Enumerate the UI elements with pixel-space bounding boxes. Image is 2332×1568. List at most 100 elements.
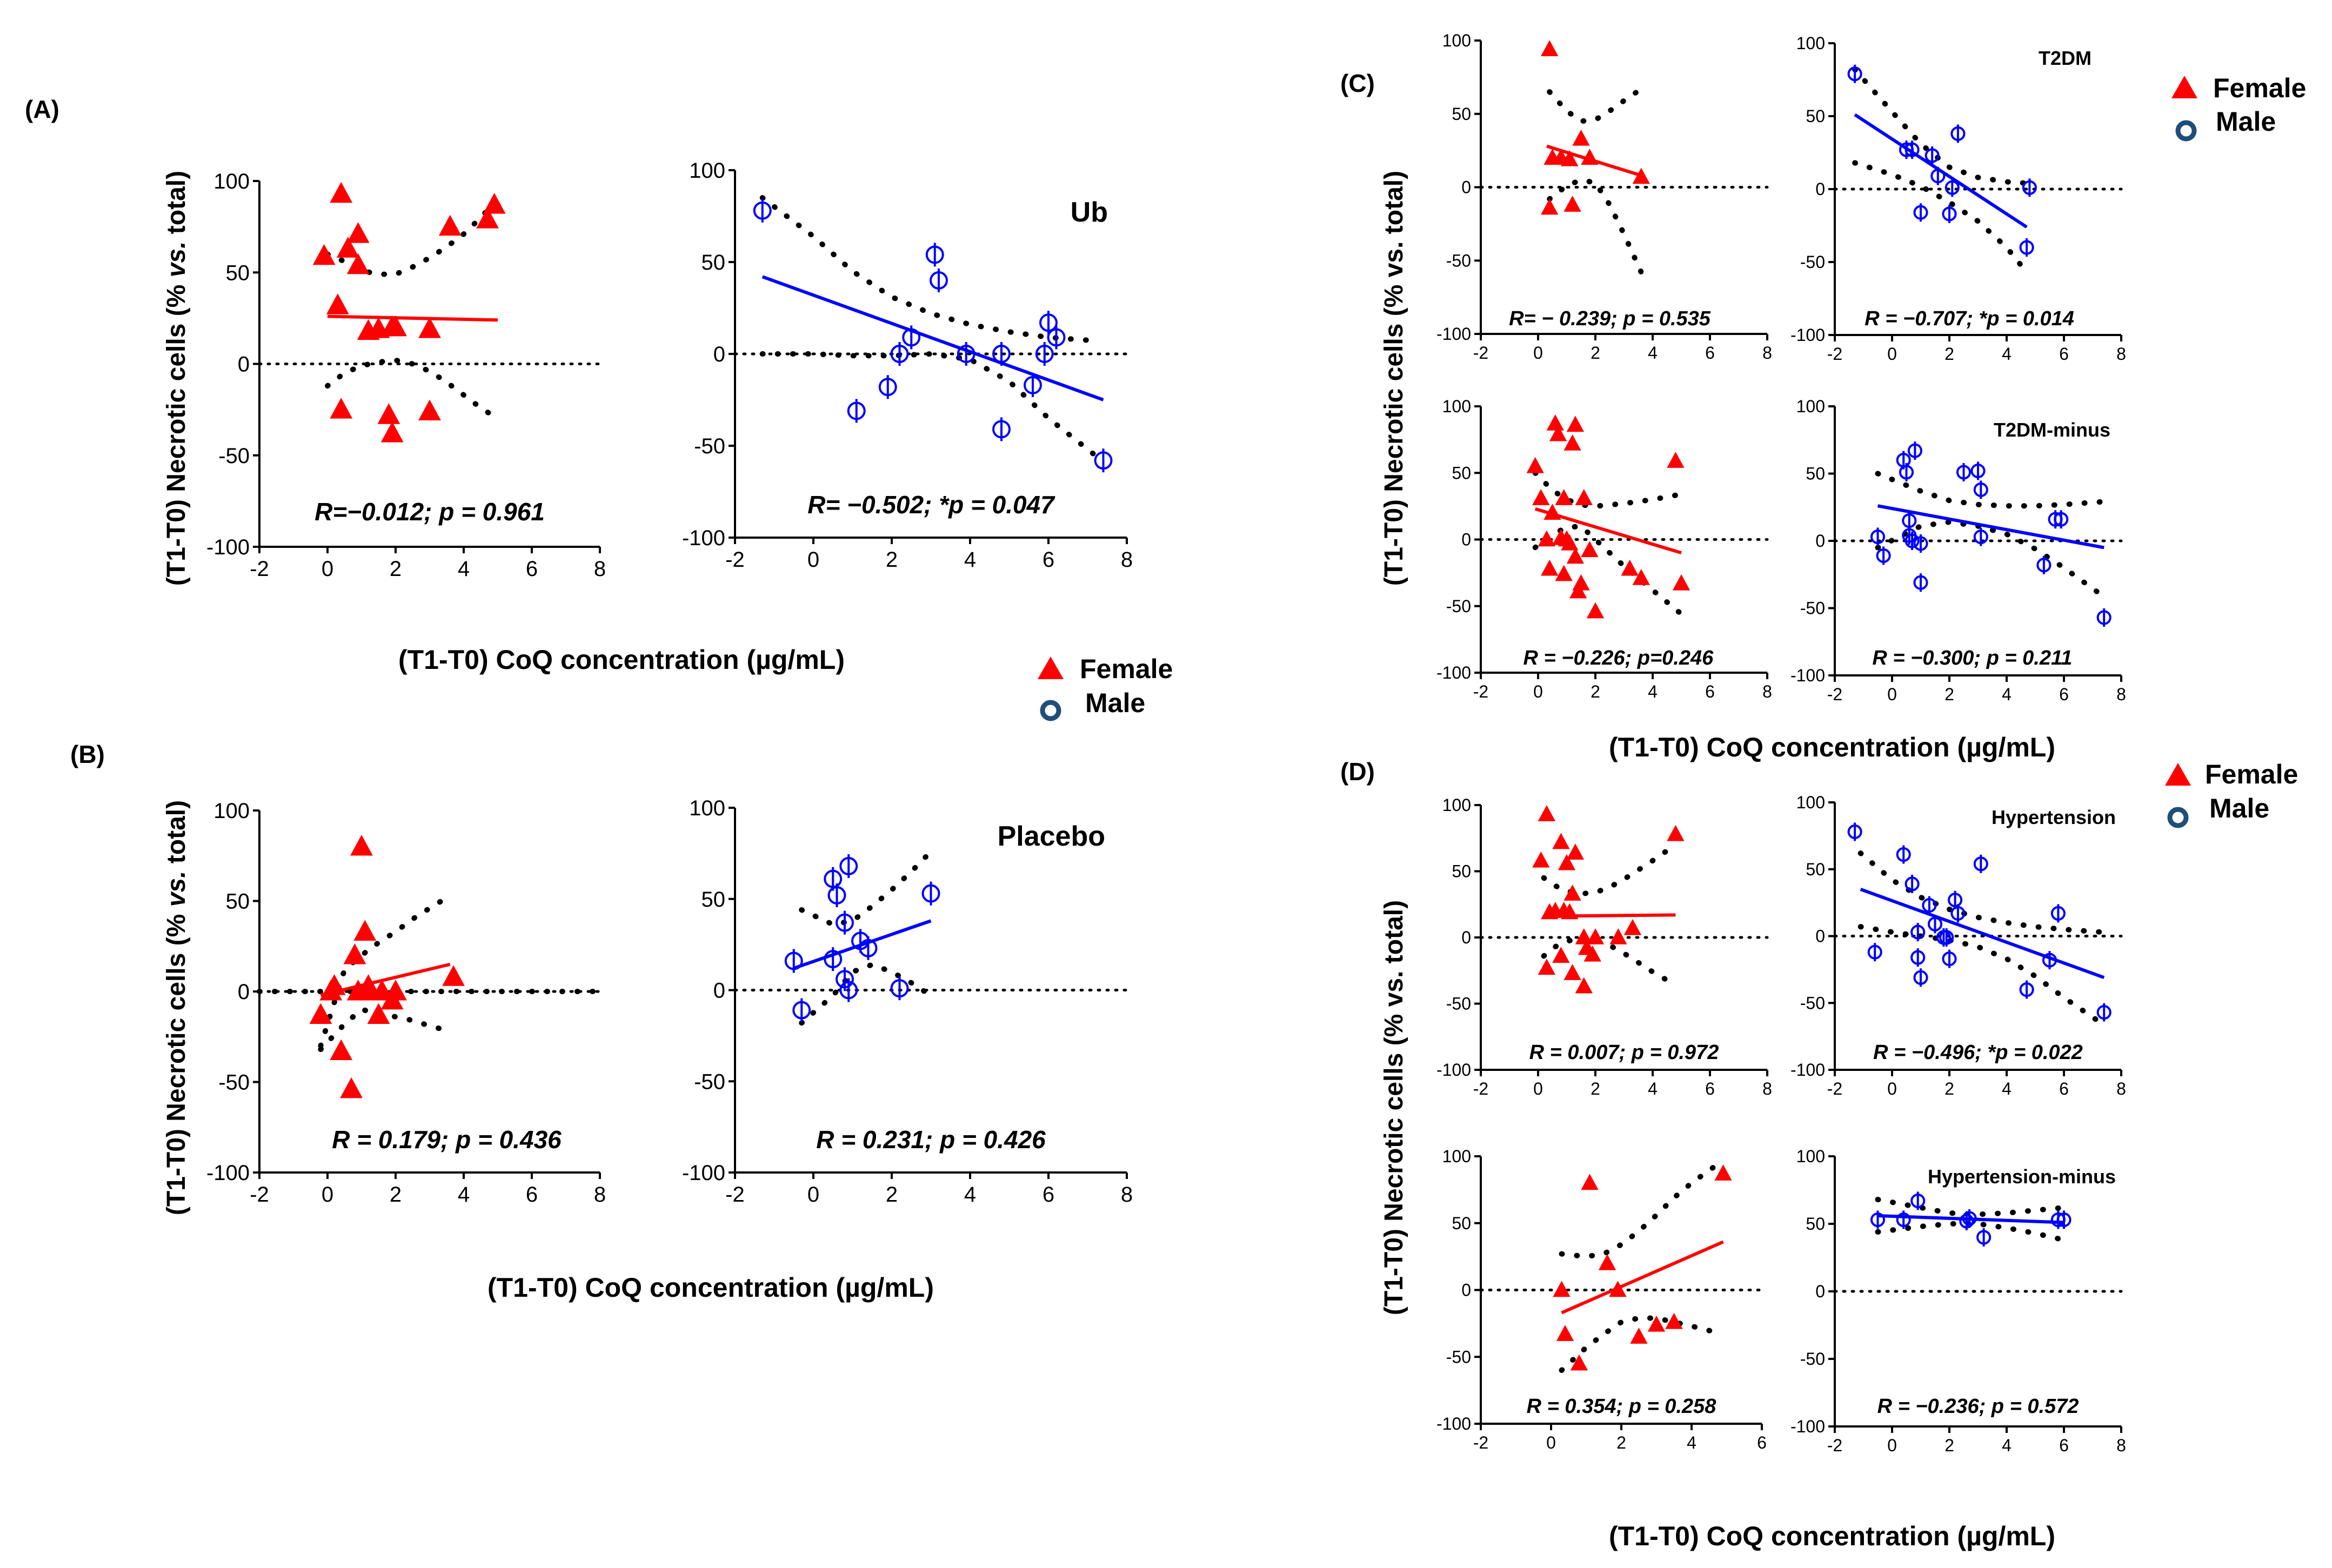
- x-tick-label: 6: [1043, 548, 1054, 572]
- y-tick-label: 50: [1806, 1214, 1825, 1234]
- x-tick-label: -2: [1473, 1079, 1488, 1098]
- x-tick-label: 6: [526, 1183, 538, 1207]
- data-point-male: [930, 269, 948, 292]
- data-point-female: [1563, 884, 1581, 901]
- legend-c-female-marker: [2171, 76, 2197, 98]
- data-point-female: [1546, 414, 1564, 431]
- stat-annotation: R = 0.179; p = 0.436: [332, 1125, 562, 1154]
- x-tick-label: 4: [964, 548, 976, 572]
- confidence-band: [318, 893, 453, 1049]
- data-point-male: [1973, 854, 1988, 873]
- data-point-male: [824, 947, 843, 971]
- confidence-band: [325, 357, 500, 422]
- data-point-female: [1541, 40, 1559, 57]
- data-point-female: [1581, 1174, 1599, 1190]
- x-tick-label: 8: [594, 557, 606, 581]
- y-tick-label: -100: [682, 526, 725, 550]
- x-tick-label: -2: [1473, 682, 1488, 701]
- y-tick-label: 50: [701, 888, 726, 912]
- data-point-male: [1870, 1210, 1886, 1229]
- x-tick-label: 4: [1648, 682, 1658, 701]
- data-point-male: [1913, 203, 1928, 222]
- y-tick-label: 0: [1815, 927, 1825, 946]
- chart-D-Hypertensionminus-male: 100 50 0 -50 -100-2 0 2 4 6 8 R = −0.236; p = 0.57…: [1790, 1147, 2126, 1455]
- y-tick-label: 100: [1442, 397, 1471, 416]
- data-point-female: [377, 403, 400, 424]
- stat-annotation: R=−0.012; p = 0.961: [315, 498, 545, 526]
- data-point-female: [1672, 574, 1690, 591]
- legend-d-male-marker: [2167, 807, 2189, 828]
- data-point-male: [1942, 204, 1957, 223]
- data-point-male: [1905, 140, 1920, 159]
- subplot-title: T2DM: [2039, 47, 2092, 69]
- data-point-female: [1541, 559, 1559, 576]
- x-tick-label: 6: [2059, 685, 2069, 704]
- x-tick-label: 0: [807, 548, 819, 572]
- stat-annotation: R = −0.496; *p = 0.022: [1873, 1041, 2083, 1064]
- legend-c: Female Male: [2171, 73, 2306, 142]
- y-tick-label: 100: [213, 170, 250, 193]
- data-point-male: [1910, 1191, 1926, 1210]
- data-point-male: [1047, 325, 1066, 350]
- y-tick-label: -100: [1436, 1060, 1471, 1080]
- x-tick-label: 6: [1705, 343, 1715, 363]
- data-point-female: [346, 222, 370, 243]
- x-tick-label: 4: [1648, 1079, 1658, 1098]
- data-point-male: [1899, 463, 1914, 482]
- panel-label-a: (A): [25, 95, 59, 123]
- x-tick-label: 8: [2116, 1436, 2126, 1455]
- data-point-female: [1563, 964, 1581, 980]
- data-point-male: [1876, 546, 1891, 565]
- y-tick-label: 100: [1442, 31, 1471, 50]
- y-tick-label: -50: [1800, 252, 1825, 272]
- data-point-female: [1572, 574, 1590, 591]
- data-point-female: [309, 1003, 332, 1024]
- stat-annotation: R = 0.354; p = 0.258: [1527, 1395, 1717, 1418]
- xlabel-c: (T1-T0) CoQ concentration (µg/mL): [1609, 732, 2055, 762]
- data-point-male: [1973, 480, 1988, 499]
- confidence-band: [318, 1007, 453, 1053]
- data-point-female: [330, 182, 353, 203]
- data-point-female: [350, 835, 373, 856]
- x-tick-label: -2: [250, 1183, 269, 1207]
- y-tick-label: -100: [206, 535, 250, 559]
- data-point-female: [1632, 167, 1650, 184]
- y-tick-label: -50: [1446, 597, 1471, 616]
- data-point-female: [418, 317, 441, 338]
- chart-C-T2DM-male: 100 50 0 -50 -100-2 0 2 4 6 8 R = −0.707; *p = 0.0…: [1790, 33, 2126, 364]
- x-tick-label: 2: [1945, 344, 1954, 364]
- data-point-female: [1586, 928, 1605, 944]
- data-point-female: [1555, 489, 1573, 505]
- data-point-male: [1847, 822, 1862, 841]
- x-tick-label: 4: [2002, 1079, 2012, 1098]
- data-point-male: [1959, 1212, 1974, 1230]
- data-point-female: [1561, 150, 1579, 166]
- y-tick-label: 100: [1796, 397, 1825, 416]
- y-tick-label: 0: [713, 343, 725, 366]
- data-point-female: [1526, 457, 1544, 473]
- x-tick-label: 2: [886, 548, 898, 572]
- data-point-female: [1566, 547, 1585, 564]
- confidence-band: [799, 849, 934, 928]
- data-point-female: [1572, 129, 1590, 146]
- data-point-female: [1563, 434, 1581, 451]
- y-tick-label: -50: [1800, 993, 1825, 1013]
- legend-female-marker: [1038, 656, 1064, 679]
- data-point-male: [1896, 845, 1911, 864]
- data-point-female: [1543, 504, 1561, 520]
- data-point-female: [1581, 541, 1599, 557]
- data-point-female: [1538, 805, 1556, 821]
- x-tick-label: 8: [594, 1183, 606, 1207]
- data-point-female: [1575, 977, 1593, 994]
- data-point-female: [323, 974, 346, 995]
- y-tick-label: 0: [238, 353, 250, 377]
- x-tick-label: 4: [1648, 343, 1658, 363]
- x-tick-label: 2: [390, 557, 402, 581]
- x-tick-label: 2: [886, 1183, 898, 1207]
- x-tick-label: -2: [1473, 343, 1488, 363]
- data-point-male: [1896, 1210, 1911, 1229]
- data-point-male: [1913, 573, 1928, 592]
- data-point-male: [1922, 896, 1937, 915]
- ylabel-d: (T1-T0) Necrotic cells (% vs. total): [1380, 900, 1408, 1315]
- y-tick-label: -100: [1436, 663, 1471, 682]
